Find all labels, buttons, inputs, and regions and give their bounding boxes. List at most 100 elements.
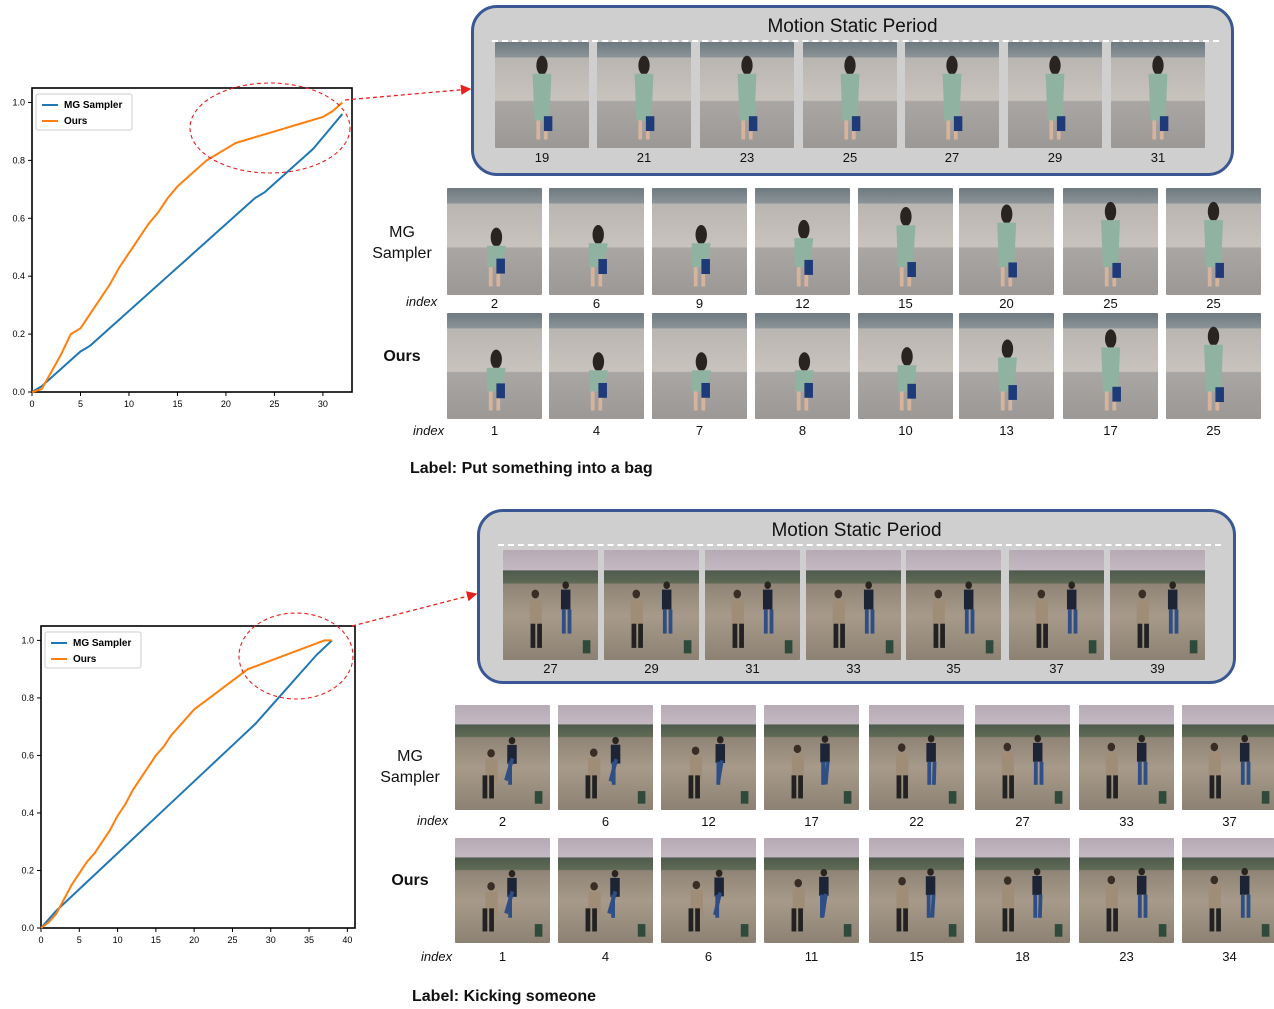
mg-frame-index: 25 bbox=[1206, 296, 1221, 311]
index-label: index bbox=[421, 949, 453, 964]
static-frame-index: 39 bbox=[1150, 661, 1165, 676]
static-frame-index: 29 bbox=[644, 661, 659, 676]
index-label: index bbox=[417, 813, 449, 828]
x-tick-label: 10 bbox=[113, 935, 123, 945]
static-frame-index: 27 bbox=[543, 661, 558, 676]
ours-frame-index: 4 bbox=[592, 423, 601, 438]
mg-frame-index: 20 bbox=[999, 296, 1014, 311]
x-tick-label: 5 bbox=[78, 399, 83, 409]
mg-frame bbox=[755, 188, 850, 295]
static-frame bbox=[1110, 550, 1205, 660]
caption: Label: Kicking someone bbox=[412, 988, 597, 1005]
static-frame-index: 35 bbox=[946, 661, 961, 676]
mg-frame-index: 2 bbox=[498, 814, 507, 829]
panel-divider bbox=[492, 40, 1219, 42]
ours-frame-index: 15 bbox=[909, 949, 924, 964]
series-line-mg-sampler bbox=[31, 113, 344, 393]
row-label-ours: Ours bbox=[391, 872, 429, 889]
legend-label: Ours bbox=[73, 654, 97, 665]
static-frame-index: 19 bbox=[534, 150, 550, 165]
y-tick-label: 0.0 bbox=[21, 923, 34, 933]
legend-label: MG Sampler bbox=[73, 638, 131, 649]
mg-frame-index: 12 bbox=[795, 296, 810, 311]
series-line-ours bbox=[40, 639, 333, 929]
legend-label: Ours bbox=[64, 116, 88, 127]
ours-frame-index: 8 bbox=[798, 423, 807, 438]
mg-frame bbox=[652, 188, 747, 295]
mg-frame-index: 12 bbox=[701, 814, 716, 829]
x-tick-label: 15 bbox=[151, 935, 161, 945]
static-frame bbox=[700, 42, 794, 148]
mg-frame bbox=[1166, 188, 1261, 295]
static-frame bbox=[604, 550, 699, 660]
y-tick-label: 0.6 bbox=[21, 750, 34, 760]
mg-frame bbox=[764, 705, 859, 810]
static-frame-index: 31 bbox=[745, 661, 760, 676]
x-tick-label: 35 bbox=[304, 935, 314, 945]
y-tick-label: 0.8 bbox=[12, 155, 25, 165]
legend bbox=[44, 631, 142, 669]
y-tick-label: 0.6 bbox=[12, 213, 25, 223]
ours-frame-index: 1 bbox=[490, 423, 499, 438]
highlight-ellipse bbox=[238, 612, 354, 700]
static-frame-index: 37 bbox=[1049, 661, 1064, 676]
static-frame-index: 23 bbox=[739, 150, 755, 165]
static-frame bbox=[806, 550, 901, 660]
mg-frame-index: 27 bbox=[1015, 814, 1030, 829]
static-frame bbox=[503, 550, 598, 660]
ours-frame bbox=[447, 313, 542, 419]
mg-frame bbox=[975, 705, 1070, 810]
mg-frame-index: 6 bbox=[601, 814, 610, 829]
ours-frame bbox=[549, 313, 644, 419]
x-tick-label: 0 bbox=[38, 935, 43, 945]
ours-frame bbox=[558, 838, 653, 943]
ours-frame-index: 11 bbox=[804, 949, 819, 964]
x-tick-label: 10 bbox=[124, 399, 134, 409]
x-tick-label: 20 bbox=[189, 935, 199, 945]
ours-frame-index: 4 bbox=[601, 949, 610, 964]
y-tick-label: 0.8 bbox=[21, 693, 34, 703]
y-tick-label: 0.2 bbox=[21, 865, 34, 875]
static-frame bbox=[597, 42, 691, 148]
mg-frame-index: 33 bbox=[1119, 814, 1134, 829]
mg-frame bbox=[447, 188, 542, 295]
static-frame-index: 25 bbox=[842, 150, 858, 165]
mg-frame-index: 6 bbox=[592, 296, 601, 311]
panel-title: Motion Static Period bbox=[767, 16, 938, 37]
panel-divider bbox=[498, 544, 1221, 546]
static-frame bbox=[1009, 550, 1104, 660]
static-frame bbox=[1008, 42, 1102, 148]
x-tick-label: 20 bbox=[221, 399, 231, 409]
index-label: index bbox=[406, 294, 438, 309]
mg-frame bbox=[455, 705, 550, 810]
ours-frame-index: 13 bbox=[999, 423, 1014, 438]
row-label-mg: MG Sampler bbox=[380, 748, 440, 786]
y-tick-label: 1.0 bbox=[21, 635, 34, 645]
chart-1: 0 5 10 15 20 25 30 35 40 0.0 0.2 0.4 0.6 0.8 1.0 MG Sam… bbox=[21, 612, 356, 945]
mg-frame bbox=[1182, 705, 1274, 810]
static-frame-index: 33 bbox=[846, 661, 861, 676]
static-frame-index: 29 bbox=[1047, 150, 1063, 165]
x-tick-label: 5 bbox=[77, 935, 82, 945]
ours-frame-index: 10 bbox=[898, 423, 913, 438]
static-frame bbox=[905, 42, 999, 148]
static-frame-index: 21 bbox=[636, 150, 652, 165]
ours-frame-index: 23 bbox=[1119, 949, 1134, 964]
ours-frame bbox=[764, 838, 859, 943]
x-tick-label: 30 bbox=[318, 399, 328, 409]
x-tick-label: 25 bbox=[227, 935, 237, 945]
panel-title: Motion Static Period bbox=[771, 520, 942, 541]
series-line-mg-sampler bbox=[40, 639, 333, 929]
ours-frame-index: 6 bbox=[704, 949, 713, 964]
ours-frame-index: 7 bbox=[695, 423, 704, 438]
mg-frame bbox=[549, 188, 644, 295]
ours-frame bbox=[455, 838, 550, 943]
static-frame-index: 27 bbox=[944, 150, 960, 165]
ours-frame-index: 17 bbox=[1103, 423, 1118, 438]
x-tick-label: 30 bbox=[266, 935, 276, 945]
static-frame bbox=[495, 42, 589, 148]
plot-area bbox=[31, 87, 353, 393]
y-tick-label: 1.0 bbox=[12, 97, 25, 107]
x-tick-label: 25 bbox=[269, 399, 279, 409]
